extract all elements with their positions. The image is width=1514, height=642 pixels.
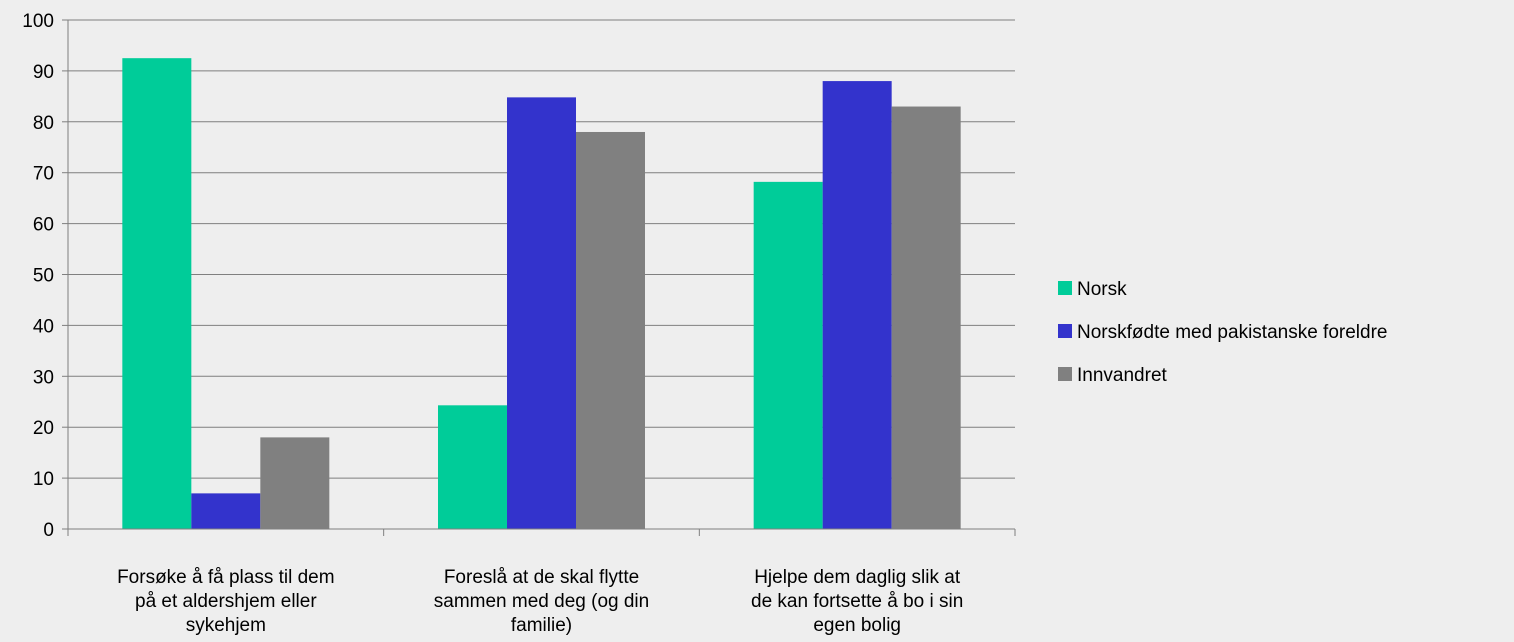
bar-1-innvandret <box>260 437 330 529</box>
y-tick-label: 10 <box>33 469 54 490</box>
x-category-label-line: sykehjem <box>186 615 266 636</box>
x-category-label-line: Hjelpe dem daglig slik at <box>754 567 961 588</box>
bar-2-norskf-dte-med-pakistanske-foreldre <box>507 97 576 530</box>
legend-swatch <box>1058 324 1072 338</box>
legend-swatch <box>1058 367 1072 381</box>
y-tick-label: 50 <box>33 266 54 287</box>
x-category-label-line: de kan fortsette å bo i sin <box>751 591 963 612</box>
x-category-label-line: egen bolig <box>813 615 901 636</box>
bar-1-norskf-dte-med-pakistanske-foreldre <box>191 493 261 529</box>
y-tick-label: 100 <box>22 11 54 32</box>
legend: Norsk Norskfødte med pakistanske foreldre… <box>1058 279 1387 386</box>
x-category-label: Foreslå at de skal flytte sammen med deg … <box>434 567 649 636</box>
y-tick-label: 40 <box>33 316 54 337</box>
y-tick-label: 30 <box>33 367 54 388</box>
bar-3-norskf-dte-med-pakistanske-foreldre <box>822 81 892 529</box>
y-tick-labels: 0 10 20 30 40 50 60 70 80 90 100 <box>22 11 54 541</box>
x-category-label-line: Forsøke å få plass til dem <box>117 567 335 588</box>
bar-3-norsk <box>753 181 823 529</box>
bars <box>122 58 961 530</box>
bar-2-norsk <box>438 405 507 529</box>
x-category-label-line: familie) <box>511 615 572 636</box>
legend-swatch <box>1058 281 1072 295</box>
x-category-labels: Forsøke å få plass til dem på et aldershj… <box>117 567 963 636</box>
axes <box>62 19 1016 536</box>
y-tick-label: 70 <box>33 164 54 185</box>
x-category-label-line: sammen med deg (og din <box>434 591 649 612</box>
y-tick-label: 80 <box>33 113 54 134</box>
bar-3-innvandret <box>891 106 961 529</box>
x-category-label-line: på et aldershjem eller <box>135 591 317 612</box>
y-tick-label: 20 <box>33 418 54 439</box>
x-category-label: Forsøke å få plass til dem på et aldershj… <box>117 567 335 636</box>
bar-1-norsk <box>122 58 192 530</box>
legend-label: Norskfødte med pakistanske foreldre <box>1077 322 1387 343</box>
y-tick-label: 60 <box>33 215 54 236</box>
legend-label: Norsk <box>1077 279 1127 300</box>
y-tick-label: 90 <box>33 62 54 83</box>
legend-label: Innvandret <box>1077 365 1168 386</box>
y-tick-label: 0 <box>43 520 54 541</box>
x-category-label-line: Foreslå at de skal flytte <box>444 567 639 588</box>
x-category-label: Hjelpe dem daglig slik at de kan fortsett… <box>751 567 963 636</box>
bar-2-innvandret <box>576 131 645 530</box>
